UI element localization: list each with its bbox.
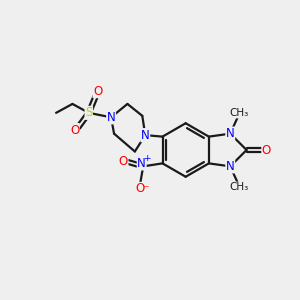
- Text: S: S: [85, 106, 92, 119]
- Text: +: +: [143, 154, 151, 164]
- Text: N: N: [137, 157, 146, 170]
- Text: ⁻: ⁻: [142, 184, 149, 196]
- Text: N: N: [226, 127, 235, 140]
- Text: O: O: [93, 85, 102, 98]
- Text: CH₃: CH₃: [230, 182, 249, 192]
- Text: O: O: [70, 124, 79, 136]
- Text: O: O: [136, 182, 145, 195]
- Text: N: N: [226, 160, 235, 173]
- Text: O: O: [118, 155, 128, 168]
- Text: CH₃: CH₃: [230, 108, 249, 118]
- Text: O: O: [262, 143, 271, 157]
- Text: N: N: [141, 129, 150, 142]
- Text: N: N: [107, 111, 116, 124]
